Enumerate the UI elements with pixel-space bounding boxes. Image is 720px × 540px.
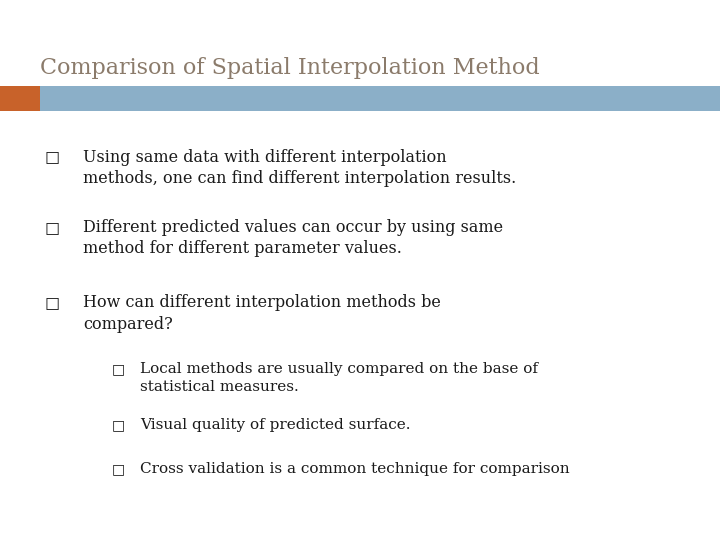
Bar: [0, 86, 40, 111]
Text: Cross validation is a common technique for comparison: Cross validation is a common technique f…: [140, 462, 570, 476]
Text: Using same data with different interpolation
methods, one can find different int: Using same data with different interpola…: [83, 148, 516, 187]
Text: □: □: [45, 294, 60, 311]
Text: Comparison of Spatial Interpolation Method: Comparison of Spatial Interpolation Meth…: [40, 57, 539, 79]
Bar: [40, 86, 720, 111]
Text: Local methods are usually compared on the base of
statistical measures.: Local methods are usually compared on th…: [140, 362, 539, 394]
Text: How can different interpolation methods be
compared?: How can different interpolation methods …: [83, 294, 441, 333]
Text: □: □: [112, 418, 125, 433]
Text: Different predicted values can occur by using same
method for different paramete: Different predicted values can occur by …: [83, 219, 503, 257]
Text: Visual quality of predicted surface.: Visual quality of predicted surface.: [140, 418, 411, 433]
Text: □: □: [112, 462, 125, 476]
Text: □: □: [45, 148, 60, 165]
Text: □: □: [45, 219, 60, 235]
Text: □: □: [112, 362, 125, 376]
